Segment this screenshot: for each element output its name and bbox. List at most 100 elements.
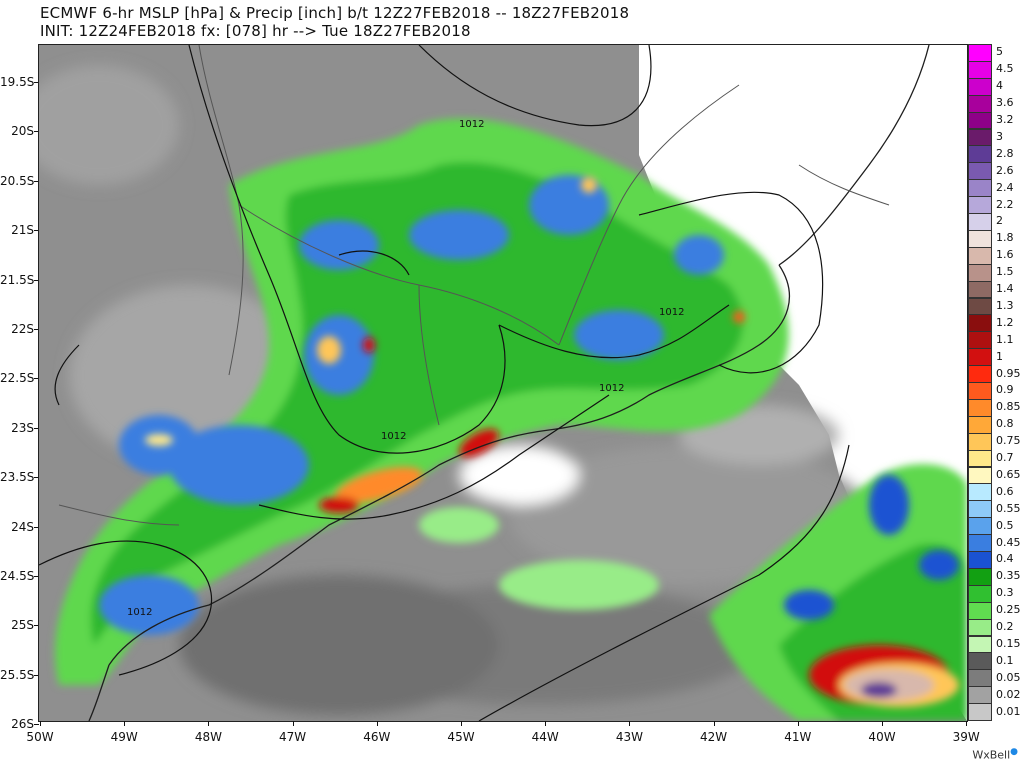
legend-swatch [968,618,992,637]
legend-label: 0.65 [996,467,1021,481]
legend-swatch [968,567,992,586]
legend-label: 4 [996,79,1003,93]
lat-tick [34,526,39,528]
isobar-label: 1012 [459,119,484,130]
legend-swatch [968,297,992,316]
lon-tick [376,721,378,726]
lon-tick-label: 46W [363,730,391,744]
legend-swatch [968,483,992,502]
lat-tick [34,378,39,380]
credit-brand: WxBell [972,749,1011,762]
lon-tick [461,721,462,726]
lat-tick [34,329,39,330]
coastline-northeast [778,45,930,266]
legend-label: 1.1 [996,332,1014,346]
legend-swatch [968,635,992,654]
legend-swatch [968,703,992,721]
legend-swatch [968,280,992,299]
legend-label: 1.6 [996,248,1014,262]
legend-label: 3.6 [996,96,1014,110]
lon-tick-label: 45W [447,730,475,744]
lon-tick-label: 44W [531,730,559,744]
legend-swatch [968,128,992,147]
lon-tick [797,721,799,726]
lon-tick [292,721,294,726]
legend-label: 0.95 [996,366,1021,380]
lon-tick [40,721,41,726]
lat-tick-label: 24S [11,519,34,534]
legend-swatch [968,652,992,671]
lat-tick [34,82,39,83]
lat-tick-label: 25S [11,618,34,633]
legend-swatch [968,331,992,350]
legend-swatch [968,196,992,214]
legend-label: 0.6 [996,484,1014,498]
legend-label: 1 [996,349,1003,363]
lat-tick-label: 21S [11,223,34,238]
precip-map[interactable]: 1012 1012 1012 1012 1012 [38,44,968,722]
lat-tick-label: 20.5S [0,173,35,188]
legend-label: 0.35 [996,569,1021,583]
isobar-label: 1012 [599,383,624,394]
lat-tick-label: 22.5S [0,371,35,386]
legend-label: 0.85 [996,400,1021,414]
lat-tick [34,427,39,429]
legend-label: 2 [996,214,1003,228]
moderate-precip-field [55,118,967,721]
map-subtitle: INIT: 12Z24FEB2018 fx: [078] hr --> Tue … [40,22,471,40]
legend-swatch [968,517,992,536]
legend-label: 0.5 [996,518,1014,532]
lat-tick-label: 26S [11,717,34,732]
lon-tick-label: 43W [615,730,643,744]
legend-swatch [968,601,992,620]
legend-swatch [968,669,992,688]
legend-swatch [968,246,992,265]
legend-label: 0.02 [996,687,1021,701]
legend-label: 5 [996,45,1003,59]
lat-tick [34,674,39,676]
map-title: ECMWF 6-hr MSLP [hPa] & Precip [inch] b/… [40,4,630,22]
legend-label: 4.5 [996,62,1014,76]
legend-swatch [968,60,992,79]
legend-swatch [968,263,992,282]
lon-tick-label: 50W [26,730,54,744]
brand-dot-icon: ● [1010,747,1018,758]
coastline [108,264,791,666]
lat-tick [34,180,39,182]
lat-tick [34,724,39,726]
lat-tick-label: 24.5S [0,569,35,583]
legend-label: 1.2 [996,315,1014,329]
legend-label: 2.2 [996,197,1014,211]
lat-tick-label: 22S [11,322,34,336]
legend-swatch [968,584,992,603]
legend-label: 0.9 [996,383,1014,397]
isobar-label: 1012 [127,607,152,618]
legend-swatch [968,44,992,62]
legend-swatch [968,229,992,248]
legend-label: 0.8 [996,417,1014,431]
lat-tick [34,477,39,479]
legend-swatch [968,111,992,130]
legend-label: 0.1 [996,653,1014,667]
legend-swatch [968,213,992,231]
isobar-label: 1012 [381,431,406,442]
legend-label: 1.5 [996,265,1014,279]
legend-label: 1.3 [996,298,1014,312]
legend-label: 0.75 [996,434,1021,448]
lon-tick [124,721,126,726]
lat-tick [34,131,39,133]
legend-swatch [968,77,992,96]
legend-label: 0.05 [996,670,1021,684]
legend-label: 1.8 [996,231,1014,245]
lat-tick-label: 21.5S [0,272,35,287]
lon-tick [966,721,968,726]
map-canvas: 1012 1012 1012 1012 1012 [39,45,967,721]
state-borders [58,45,890,526]
lon-tick [629,721,631,726]
legend-label: 1.4 [996,282,1014,296]
legend-swatch [968,500,992,519]
lon-tick-label: 49W [110,730,138,744]
legend-label: 0.3 [996,586,1014,600]
legend-label: 3 [996,129,1003,143]
legend-label: 0.55 [996,501,1021,515]
